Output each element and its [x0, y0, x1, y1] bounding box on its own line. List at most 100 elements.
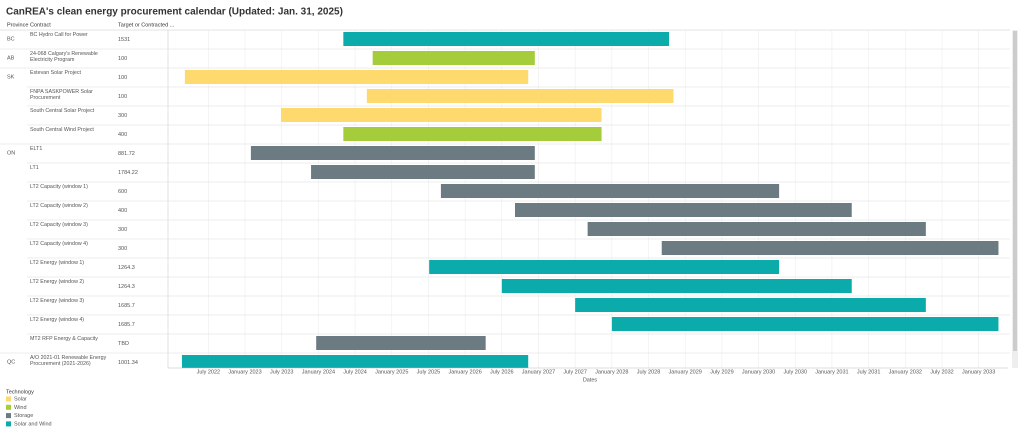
- x-tick-label: January 2033: [962, 369, 995, 375]
- contract-label: ELT1: [30, 146, 43, 152]
- legend-label: Wind: [14, 405, 27, 411]
- x-tick-label: July 2027: [563, 369, 587, 375]
- gantt-bar: [501, 279, 852, 293]
- gantt-bar: [250, 146, 535, 160]
- target-label: TBD: [118, 341, 129, 347]
- target-label: 100: [118, 75, 127, 81]
- contract-label: LT2 Energy (window 4): [30, 317, 85, 323]
- x-tick-label: July 2029: [710, 369, 734, 375]
- gantt-bar: [372, 51, 535, 65]
- gantt-bar: [611, 317, 999, 331]
- contract-label: LT2 Capacity (window 4): [30, 241, 88, 247]
- target-label: 1264.3: [118, 284, 135, 290]
- x-tick-label: July 2026: [490, 369, 514, 375]
- gantt-bar: [661, 241, 999, 255]
- x-tick-label: January 2026: [448, 369, 481, 375]
- contract-label: A/O 2021-01 Renewable Energy Procurement…: [30, 355, 107, 368]
- legend-title: Technology: [6, 389, 34, 395]
- legend-label: Solar and Wind: [14, 421, 52, 427]
- target-label: 100: [118, 94, 127, 100]
- contract-label: LT2 Capacity (window 1): [30, 184, 88, 190]
- gantt-bar: [181, 355, 529, 368]
- target-label: 300: [118, 113, 127, 119]
- province-label: AB: [7, 55, 15, 61]
- gantt-bar: [343, 32, 670, 46]
- x-tick-label: July 2030: [783, 369, 807, 375]
- contract-label: 24-068 Calgary's Renewable Electricity P…: [30, 51, 98, 64]
- x-tick-label: January 2031: [815, 369, 848, 375]
- x-tick-label: July 2028: [637, 369, 661, 375]
- contract-label: LT2 Capacity (window 3): [30, 222, 88, 228]
- contract-label: South Central Wind Project: [30, 127, 94, 133]
- contract-text: FNPA SASKPOWER Solar Procurement: [30, 89, 93, 102]
- chart-body: BC BC Hydro Call for Power 1531 AB 24-068 Ca…: [0, 30, 1010, 368]
- legend-label: Solar: [14, 396, 27, 402]
- target-label: 1685.7: [118, 322, 135, 328]
- column-header: Contract: [30, 22, 51, 28]
- x-tick-label: January 2027: [522, 369, 555, 375]
- contract-label: MT2 RFP Energy & Capacity: [30, 336, 98, 342]
- target-label: 600: [118, 189, 127, 195]
- contract-label: LT2 Energy (window 2): [30, 279, 85, 285]
- contract-text: LT2 Energy (window 3): [30, 298, 85, 304]
- x-axis-title: Dates: [583, 377, 598, 383]
- legend-label: Storage: [14, 413, 33, 419]
- x-tick-label: January 2032: [889, 369, 922, 375]
- contract-text: South Central Wind Project: [30, 127, 94, 133]
- target-label: 300: [118, 227, 127, 233]
- gantt-bar: [343, 127, 602, 141]
- contract-text: LT2 Energy (window 2): [30, 279, 85, 285]
- x-tick-label: January 2025: [375, 369, 408, 375]
- contract-text: ELT1: [30, 146, 43, 152]
- x-tick-label: July 2032: [930, 369, 954, 375]
- target-label: 400: [118, 208, 127, 214]
- gantt-bar: [311, 165, 535, 179]
- contract-text: A/O 2021-01 Renewable Energy Procurement…: [30, 355, 107, 368]
- contract-text: LT2 Energy (window 4): [30, 317, 85, 323]
- contract-text: LT2 Capacity (window 4): [30, 241, 88, 247]
- target-label: 1531: [118, 37, 130, 43]
- contract-text: 24-068 Calgary's Renewable Electricity P…: [30, 51, 98, 64]
- x-tick-label: January 2023: [228, 369, 261, 375]
- x-tick-label: January 2030: [742, 369, 775, 375]
- column-header: Province: [7, 22, 28, 28]
- x-tick-label: January 2024: [302, 369, 335, 375]
- x-tick-label: January 2028: [595, 369, 628, 375]
- contract-label: LT2 Capacity (window 2): [30, 203, 88, 209]
- contract-text: South Central Solar Project: [30, 108, 95, 114]
- chart-title: CanREA's clean energy procurement calend…: [6, 7, 343, 18]
- contract-text: LT2 Capacity (window 2): [30, 203, 88, 209]
- x-tick-label: July 2022: [197, 369, 221, 375]
- target-label: 400: [118, 132, 127, 138]
- gantt-bar: [515, 203, 852, 217]
- contract-label: BC Hydro Call for Power: [30, 32, 88, 38]
- gantt-bar: [440, 184, 780, 198]
- gantt-bar: [184, 70, 529, 84]
- contract-label: LT2 Energy (window 3): [30, 298, 85, 304]
- target-label: 1001.34: [118, 360, 138, 366]
- column-header: Target or Contracted ...: [118, 22, 175, 28]
- target-label: 1264.3: [118, 265, 135, 271]
- target-label: 1685.7: [118, 303, 135, 309]
- scrollbar-thumb[interactable]: [1013, 31, 1017, 351]
- contract-label: Estevan Solar Project: [30, 70, 81, 76]
- contract-text: BC Hydro Call for Power: [30, 32, 88, 38]
- contract-label: LT1: [30, 165, 39, 171]
- legend-swatch: [6, 421, 11, 427]
- gantt-bar: [366, 89, 674, 103]
- target-label: 100: [118, 56, 127, 62]
- province-label: QC: [7, 359, 15, 365]
- gantt-bar: [280, 108, 602, 122]
- contract-text: LT1: [30, 165, 39, 171]
- target-label: 300: [118, 246, 127, 252]
- contract-label: LT2 Energy (window 1): [30, 260, 84, 266]
- target-label: 1784.22: [118, 170, 138, 176]
- x-tick-label: July 2024: [343, 369, 367, 375]
- province-label: SK: [7, 74, 15, 80]
- contract-label: South Central Solar Project: [30, 108, 95, 114]
- legend-swatch: [6, 396, 11, 402]
- contract-text: MT2 RFP Energy & Capacity: [30, 336, 98, 342]
- province-label: BC: [7, 36, 15, 42]
- target-label: 881.72: [118, 151, 135, 157]
